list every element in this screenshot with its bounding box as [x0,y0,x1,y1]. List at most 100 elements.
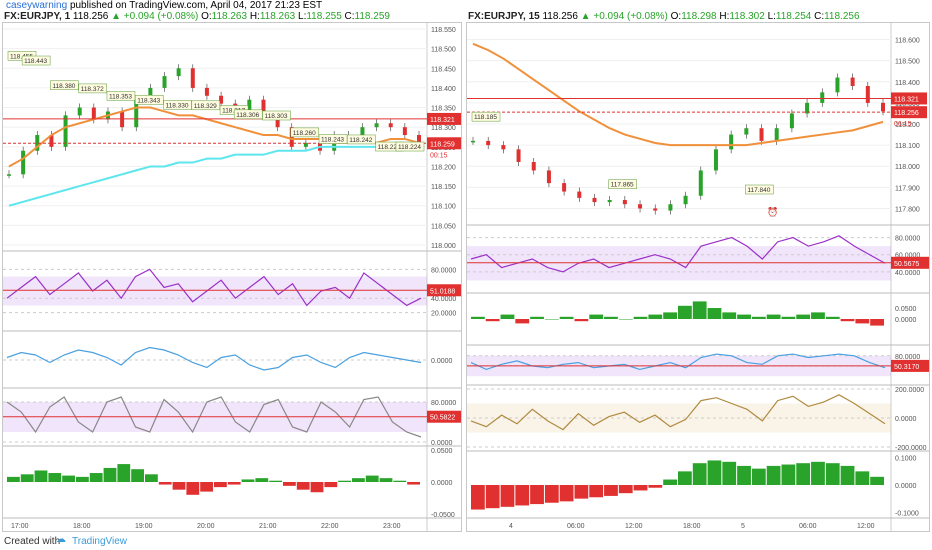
histogram-bar [186,482,200,495]
right-chart-svg[interactable]: 118.600118.500118.400118.300118.200118.1… [467,23,929,531]
histogram-bar [692,463,707,485]
price-annotation: 117.840 [747,187,770,194]
candle-body [49,135,54,147]
histogram-bar [471,485,485,510]
y-tick-label: 20.0000 [431,311,456,318]
last-price-tag [891,106,927,119]
candle-body [247,99,252,112]
y-tick-label: 0.0500 [895,306,917,313]
y-tick-label: 0.1000 [895,456,917,463]
histogram-bar [76,476,89,482]
candle-body [789,113,794,129]
histogram-bar [707,460,722,485]
left-close: 118.259 [354,11,390,22]
left-symbol[interactable]: FX:EURJPY, 1 [4,11,71,22]
right-symbol[interactable]: FX:EURJPY, 15 [468,11,540,22]
price-annotation: 118.443 [24,58,47,65]
price-annotation-box [262,110,291,121]
y-tick-label: -0.1000 [895,510,919,517]
up-arrow-icon: ▲ [111,11,122,22]
histogram-bar [574,485,589,499]
left-chart-panel[interactable]: 118.550 118.500 118.450 118.400 118.350 118.3… [2,22,465,532]
histogram-bar [707,308,722,319]
right-low: 118.254 [775,11,812,22]
candle-body [471,140,475,143]
indicator-band [3,276,427,306]
price-annotation: 118.260 [293,130,316,137]
x-tick-label: 18:00 [683,523,701,530]
countdown-label: 00:15 [430,152,448,159]
last-price-label: 118.256 [894,110,919,117]
histogram-bar [855,319,870,324]
y-tick-label: 118.300 [431,125,456,132]
published-text: published on TradingView.com, April 04, … [69,0,323,11]
price-annotation: 118.185 [474,114,497,121]
y-tick-label: 0.0000 [431,480,453,487]
right-l-label: L: [767,11,776,22]
histogram-bar [485,485,500,509]
y-tick-label: -0.0500 [431,512,455,519]
tradingview-brand[interactable]: TradingView [72,536,128,547]
y-tick-label: 117.800 [895,206,920,213]
histogram-bar [825,316,840,319]
y-tick-label: 118.100 [895,143,920,150]
histogram-bar [117,464,131,482]
histogram-bar [407,482,420,485]
histogram-bar [172,482,186,490]
author-link[interactable]: caseywarning [6,0,68,11]
histogram-bar [766,314,781,319]
tradingview-cloud-icon: ☁ [56,534,66,545]
histogram-bar [722,461,737,485]
y-tick-label: 0.0000 [895,483,917,490]
histogram-bar [737,314,751,319]
y-tick-label: 118.000 [431,243,456,250]
right-chart-panel[interactable]: 118.600118.500118.400118.300118.200118.1… [466,22,930,532]
indicator-value-tag [891,256,929,269]
price-annotation-box [395,141,425,152]
histogram-bar [393,480,407,482]
y-tick-label: 118.400 [431,86,456,93]
histogram-bar [722,312,737,319]
y-tick-label: 40.0000 [895,270,920,277]
histogram-bar [158,482,172,485]
left-o-label: O: [201,11,212,22]
candle-body [516,149,521,162]
candle-body [417,135,421,143]
histogram-bar [796,314,811,319]
y-tick-label: 0.0000 [895,317,917,324]
histogram-bar [618,319,633,320]
candle-body [91,107,96,120]
candle-body [21,150,26,175]
histogram-bar [20,474,34,482]
y-tick-label: 118.550 [431,27,456,34]
indicator-line [470,394,886,431]
x-tick-label: 06:00 [799,523,817,530]
histogram-bar [485,319,500,322]
histogram-bar [48,473,62,482]
histogram-bar [870,476,884,485]
left-chart-svg[interactable]: 118.550 118.500 118.450 118.400 118.350 118.3… [3,23,465,531]
x-tick-label: 19:00 [135,523,153,530]
candle-body [501,145,506,150]
histogram-bar [283,482,296,486]
histogram-bar [633,485,648,491]
y-tick-label: -200.0000 [895,445,927,452]
price-annotation-box [50,80,79,91]
left-legend: FX:EURJPY, 1 118.256 ▲ +0.094 (+0.08%) O… [4,11,390,22]
histogram-bar [515,319,530,324]
histogram-bar [604,485,618,496]
histogram-bar [34,470,48,482]
left-open: 118.263 [211,11,248,22]
y-tick-label: 0.0500 [431,448,453,455]
candle-body [820,92,825,103]
y-tick-label: 117.900 [895,185,920,192]
candle-body [134,99,139,128]
histogram-bar [840,465,855,485]
price-tag-label: 118.321 [430,117,455,124]
price-annotation-box [745,184,774,195]
histogram-bar [338,480,351,482]
right-h-label: H: [719,11,730,22]
candle-body [388,123,393,128]
y-tick-label: 118.450 [431,66,456,73]
histogram-bar [840,319,855,322]
